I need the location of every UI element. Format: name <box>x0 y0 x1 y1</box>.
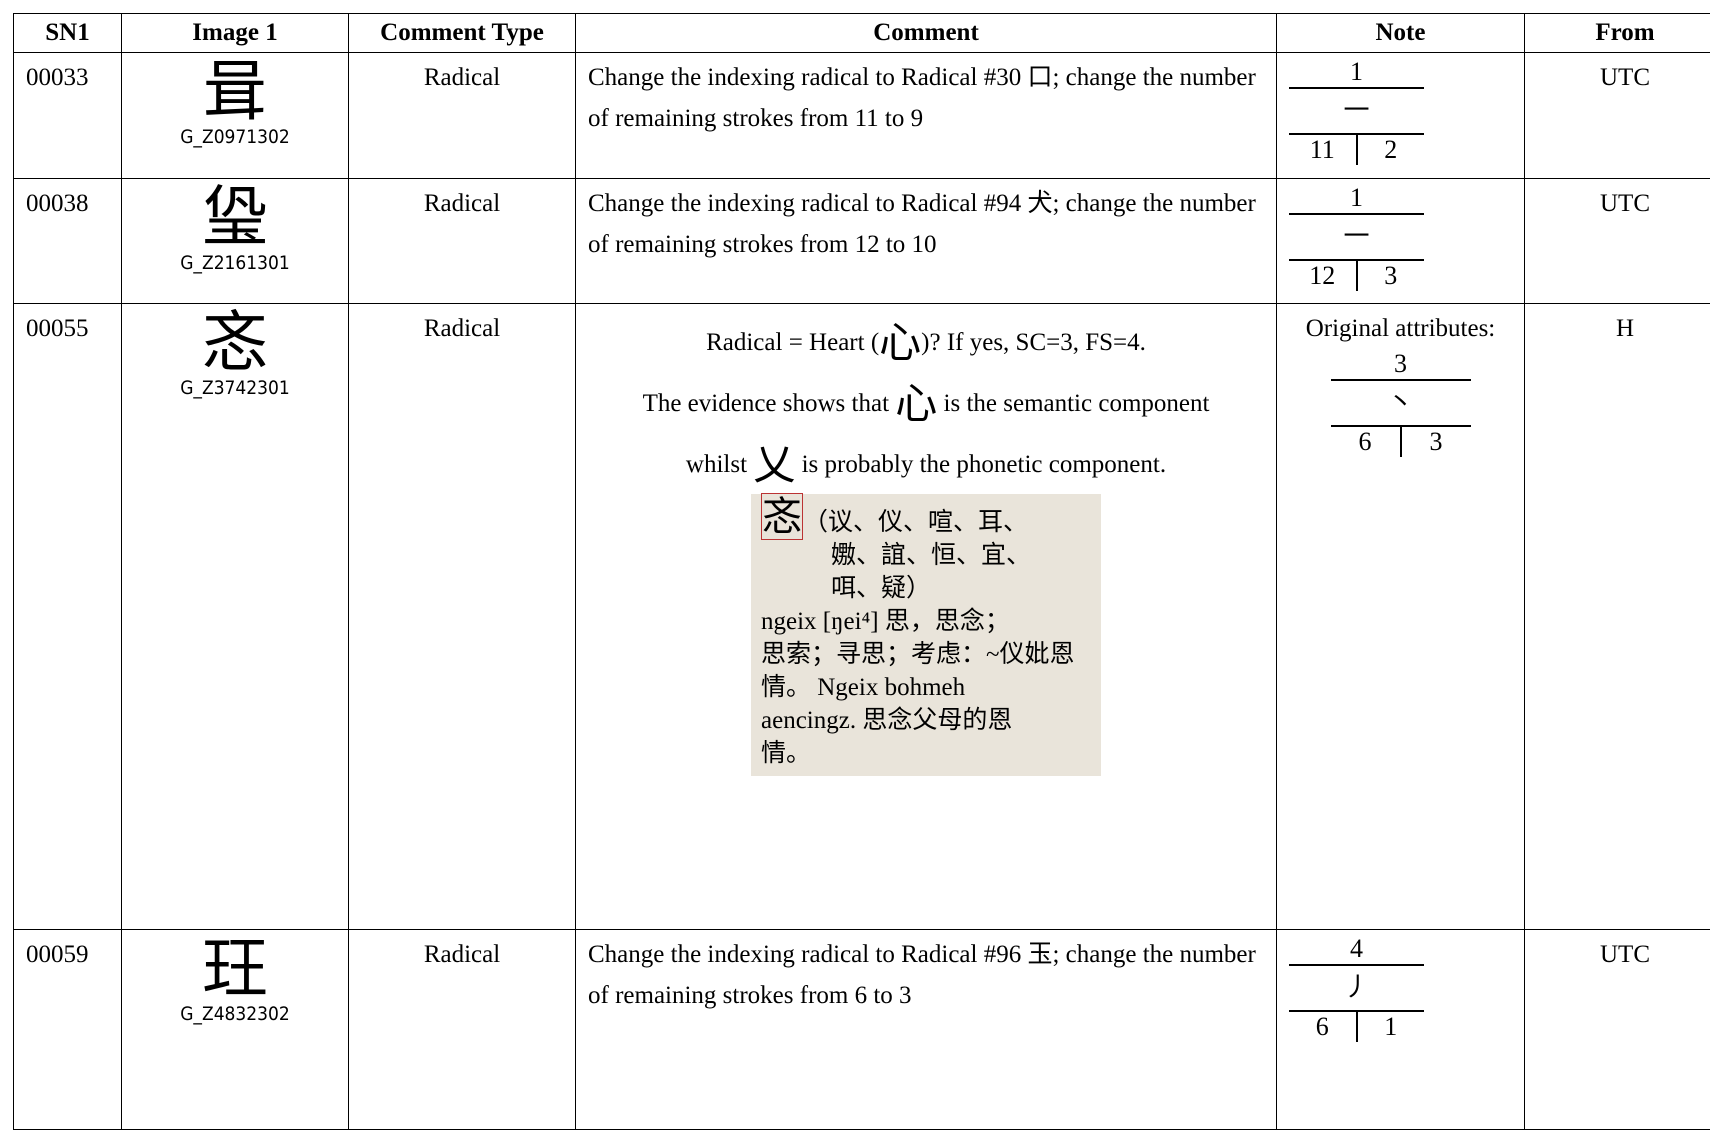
scan-line: 情。 Ngeix bohmeh <box>761 671 1091 704</box>
comment: Change the indexing radical to Radical #… <box>576 930 1277 1130</box>
radical-number: 1 <box>1289 57 1424 89</box>
stroke-extra: 1 <box>1356 1012 1425 1042</box>
comment-text: Change the indexing radical to Radical #… <box>588 57 1264 139</box>
sn: 00055 <box>14 304 122 930</box>
stroke-extra: 3 <box>1356 261 1425 291</box>
stroke-extra: 2 <box>1356 135 1425 165</box>
glyph: 忞 <box>122 308 348 378</box>
from: UTC <box>1525 179 1710 304</box>
comment-type: Radical <box>349 930 576 1130</box>
glyph: 㺸 <box>122 183 348 253</box>
from: UTC <box>1525 930 1710 1130</box>
radical-number: 1 <box>1289 183 1424 215</box>
comment-text: The evidence shows that <box>643 390 896 417</box>
comment-type: Radical <box>349 179 576 304</box>
scan-line: 咡、疑） <box>761 572 1091 605</box>
radical-number: 4 <box>1289 934 1424 966</box>
glyph: 咠 <box>122 57 348 127</box>
from: H <box>1525 304 1710 930</box>
scan-line: 思索；寻思；考虑：~仪妣恩 <box>761 638 1091 671</box>
comment-line: The evidence shows that 心 is the semanti… <box>588 383 1264 426</box>
glyph: 玨 <box>122 934 348 1004</box>
remaining-strokes: 12 <box>1289 261 1356 291</box>
comment: Change the indexing radical to Radical #… <box>576 53 1277 179</box>
glyph-code: G_Z4832302 <box>122 1004 348 1024</box>
comment-text: Radical = Heart ( <box>706 329 879 356</box>
scan-image: 忞（议、仪、喧、耳、嫐、誼、恒、宜、咡、疑）ngeix [ŋei⁴] 思，思念；… <box>751 494 1101 776</box>
column-header: Comment Type <box>349 14 576 53</box>
comment-text: whilst <box>686 451 753 478</box>
column-header: Note <box>1277 14 1525 53</box>
first-stroke: 丶 <box>1331 381 1471 425</box>
glyph-code: G_Z3742301 <box>122 378 348 398</box>
scan-headword: 忞 <box>761 493 803 540</box>
comment-text: is the semantic component <box>937 390 1209 417</box>
radical-number: 3 <box>1331 349 1471 381</box>
column-header: Image 1 <box>122 14 349 53</box>
scan-line: ngeix [ŋei⁴] 思，思念； <box>761 605 1091 638</box>
comment-type: Radical <box>349 53 576 179</box>
glyph-code: G_Z0971302 <box>122 127 348 147</box>
comment-text: Change the indexing radical to Radical #… <box>588 934 1264 1016</box>
comment-line: whilst 乂 is probably the phonetic compon… <box>588 444 1264 487</box>
comment-line: Radical = Heart (心)? If yes, SC=3, FS=4. <box>588 322 1264 365</box>
comment-text: is probably the phonetic component. <box>795 451 1166 478</box>
remaining-strokes: 6 <box>1289 1012 1356 1042</box>
comment-text: )? If yes, SC=3, FS=4. <box>921 329 1146 356</box>
comment: Radical = Heart (心)? If yes, SC=3, FS=4.… <box>576 304 1277 930</box>
first-stroke: 丿 <box>1289 966 1424 1010</box>
glyph-code: G_Z2161301 <box>122 253 348 273</box>
sn: 00038 <box>14 179 122 304</box>
first-stroke: 一 <box>1289 215 1424 259</box>
comment-type: Radical <box>349 304 576 930</box>
sn: 00059 <box>14 930 122 1130</box>
scan-line: （议、仪、喧、耳、 <box>803 509 1028 536</box>
column-header: From <box>1525 14 1710 53</box>
inline-glyph: 心 <box>895 382 937 428</box>
column-header: Comment <box>576 14 1277 53</box>
stroke-extra: 3 <box>1400 427 1471 457</box>
inline-glyph: 乂 <box>753 442 795 488</box>
column-header: SN1 <box>14 14 122 53</box>
comment: Change the indexing radical to Radical #… <box>576 179 1277 304</box>
first-stroke: 一 <box>1289 89 1424 133</box>
inline-glyph: 心 <box>879 321 921 367</box>
scan-line: 嫐、誼、恒、宜、 <box>761 539 1091 572</box>
remaining-strokes: 6 <box>1331 427 1400 457</box>
scan-line: aencingz. 思念父母的恩 <box>761 704 1091 737</box>
scan-line: 情。 <box>761 737 1091 770</box>
comment-text: Change the indexing radical to Radical #… <box>588 183 1264 265</box>
from: UTC <box>1525 53 1710 179</box>
sn: 00033 <box>14 53 122 179</box>
note-label: Original attributes: <box>1289 308 1512 349</box>
remaining-strokes: 11 <box>1289 135 1356 165</box>
